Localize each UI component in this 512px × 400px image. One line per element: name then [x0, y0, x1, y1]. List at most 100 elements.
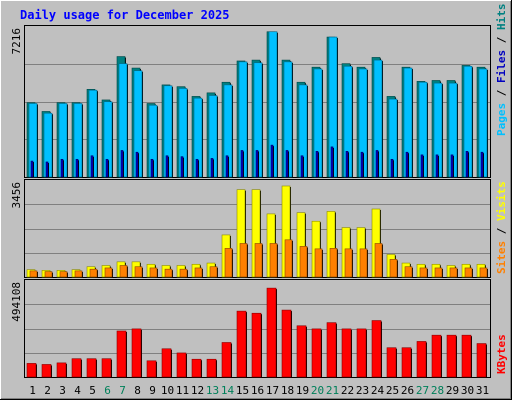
pages-bar	[360, 151, 364, 178]
pages-bar	[375, 150, 379, 178]
pages-bar	[180, 156, 184, 178]
sites-bar	[284, 239, 293, 278]
kbytes-bar	[461, 334, 472, 378]
x-tick-label: 8	[134, 384, 141, 397]
legend-kbytes-group: KBytes	[495, 334, 508, 374]
pages-bar	[60, 158, 64, 178]
pages-bar	[420, 154, 424, 178]
kbytes-bar	[296, 325, 307, 378]
x-tick-label: 17	[266, 384, 279, 397]
sites-bar	[89, 268, 98, 278]
sites-bar	[329, 248, 338, 278]
x-tick-label: 28	[431, 384, 444, 397]
pages-bar	[315, 151, 319, 178]
sites-bar	[269, 243, 278, 278]
sites-bar	[59, 271, 68, 278]
sites-bar	[464, 267, 473, 278]
kbytes-bar	[26, 363, 37, 378]
legend-files: Files	[495, 50, 508, 83]
x-tick-label: 22	[341, 384, 354, 397]
legend-hits: Hits	[495, 4, 508, 31]
x-tick-label: 31	[476, 384, 489, 397]
kbytes-bar	[176, 352, 187, 378]
x-tick-label: 29	[446, 384, 459, 397]
kbytes-bar	[341, 328, 352, 378]
pages-bar	[270, 144, 274, 178]
svg-text:KBytes: KBytes	[495, 334, 508, 374]
kbytes-bar	[56, 362, 67, 378]
x-tick-label: 23	[356, 384, 369, 397]
kbytes-bar	[401, 347, 412, 378]
sites-bar	[209, 266, 218, 278]
x-tick-label: 10	[161, 384, 174, 397]
sites-bar	[449, 267, 458, 278]
x-tick-label: 5	[89, 384, 96, 397]
pages-bar	[480, 151, 484, 178]
kbytes-bar	[446, 334, 457, 378]
x-tick-label: 19	[296, 384, 309, 397]
kbytes-bar	[356, 328, 367, 378]
y-tick-kbytes: 494108	[10, 282, 23, 322]
x-tick-label: 18	[281, 384, 294, 397]
pages-bar	[90, 155, 94, 178]
kbytes-bar	[86, 358, 97, 378]
kbytes-bar	[101, 358, 112, 378]
kbytes-bar	[131, 328, 142, 378]
x-tick-label: 7	[119, 384, 126, 397]
sites-bar	[404, 266, 413, 278]
sites-bar	[29, 270, 38, 278]
kbytes-bar	[221, 342, 232, 378]
x-tick-label: 14	[221, 384, 235, 397]
x-tick-label: 11	[176, 384, 189, 397]
pages-bar	[390, 158, 394, 178]
sites-bar	[104, 267, 113, 278]
sites-bar	[299, 246, 308, 278]
x-tick-label: 3	[59, 384, 66, 397]
x-tick-label: 24	[371, 384, 385, 397]
sites-bar	[119, 265, 128, 278]
sites-bar	[374, 243, 383, 278]
legend-visits-sites: Sites / Visits	[495, 181, 508, 274]
legend-kbytes: KBytes	[495, 334, 508, 374]
pages-bar	[240, 150, 244, 178]
sites-bar	[419, 267, 428, 278]
kbytes-bar	[116, 330, 127, 378]
pages-bar	[105, 158, 109, 178]
kbytes-bar	[371, 320, 382, 378]
kbytes-bar	[236, 310, 247, 378]
pages-bar	[345, 151, 349, 178]
pages-bar	[195, 158, 199, 178]
sites-bar	[314, 248, 323, 278]
svg-text:Sites / Visits: Sites / Visits	[495, 181, 508, 274]
pages-bar	[405, 151, 409, 178]
sites-bar	[179, 268, 188, 278]
x-tick-label: 27	[416, 384, 429, 397]
sites-bar	[224, 248, 233, 278]
pages-bar	[75, 158, 79, 178]
sites-bar	[74, 270, 83, 278]
legend-pages: Pages	[495, 103, 508, 136]
sites-bar	[44, 271, 53, 278]
sites-bar	[149, 267, 158, 278]
kbytes-bar	[146, 360, 157, 378]
x-axis-labels: 1 2 3 4 5 6 7 8 9 10 11 12 13 14 15 16 17 18 19 20 21 22 23 24 2…	[29, 384, 489, 397]
kbytes-bar	[266, 287, 277, 378]
sites-bar	[239, 243, 248, 278]
pages-bar	[435, 154, 439, 178]
pages-bar	[300, 155, 304, 178]
kbytes-bar	[416, 341, 427, 378]
kbytes-bar	[476, 343, 487, 378]
kbytes-bar	[386, 347, 397, 378]
x-tick-label: 13	[206, 384, 219, 397]
pages-bar	[330, 146, 334, 178]
sites-bar	[194, 267, 203, 278]
kbytes-bar	[161, 348, 172, 378]
sites-bar	[344, 248, 353, 278]
sites-bar	[359, 248, 368, 278]
kbytes-bar	[281, 309, 292, 378]
bars-layer	[26, 31, 488, 378]
sites-bar	[389, 259, 398, 278]
legend-hits-files-pages: Pages / Files / Hits	[495, 4, 508, 137]
legend-sites: Sites	[495, 241, 508, 274]
pages-bar	[30, 160, 34, 178]
